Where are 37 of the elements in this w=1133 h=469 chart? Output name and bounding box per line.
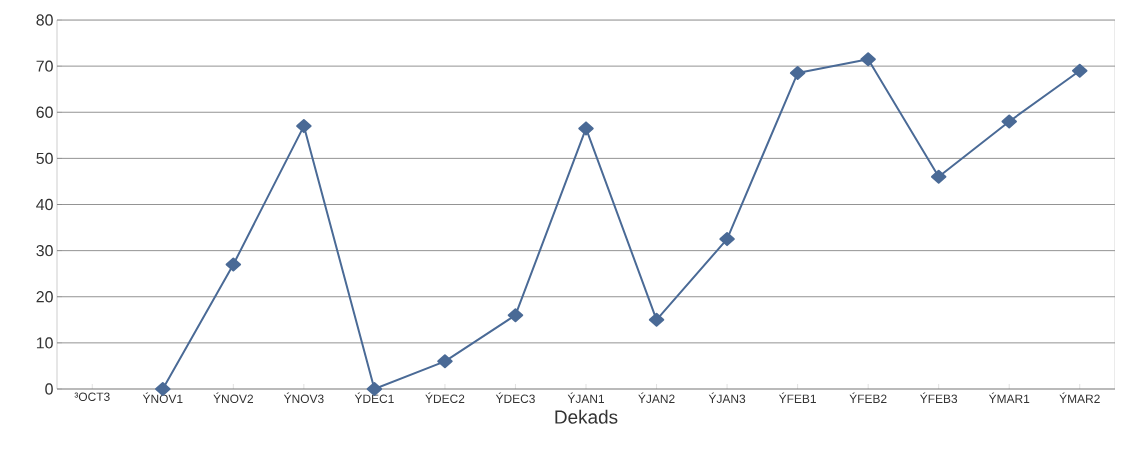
x-tick-label: ÝNOV2: [213, 392, 253, 403]
y-tick-label: 40: [36, 198, 53, 211]
y-tick-label: 10: [36, 337, 53, 349]
point: [437, 354, 453, 369]
x-tick-label: ÝFEB1: [778, 392, 816, 403]
point: [789, 66, 806, 81]
y-tick-label: 50: [36, 152, 53, 165]
point: [930, 169, 947, 184]
point: [1001, 114, 1017, 129]
point: [1072, 63, 1088, 78]
x-tick-label: ÝJAN2: [638, 392, 675, 403]
x-tick-label: ÝJAN3: [708, 392, 746, 403]
y-tick-label: 20: [36, 291, 53, 303]
y-tick-label: 60: [36, 106, 53, 118]
point: [578, 121, 594, 136]
x-tick-label: ÝDEC2: [425, 392, 465, 403]
x-tick-label: ÝDEC1: [354, 392, 394, 403]
x-tick-label: ÝDEC3: [495, 392, 535, 403]
x-tick-label: ÝMAR2: [1059, 392, 1100, 403]
x-tick-label: ÝFEB3: [920, 392, 958, 403]
x-tick-label: ÝMAR1: [988, 392, 1030, 403]
x-tick-label: ÝNOV3: [283, 392, 324, 403]
y-tick-label: 80: [36, 14, 53, 26]
point: [225, 257, 242, 272]
y-tick-label: 30: [36, 244, 53, 257]
x-tick-label: ÝNOV1: [142, 392, 183, 403]
y-tick-label: 70: [36, 60, 53, 72]
point: [507, 308, 524, 323]
x-tick-label: ÝFEB2: [849, 392, 887, 403]
x-tick-label: ³OCT3: [74, 392, 110, 401]
point: [648, 312, 665, 327]
y-tick-label: 0: [45, 383, 53, 395]
x-tick-label: ÝJAN1: [567, 392, 605, 403]
point: [719, 232, 735, 247]
point: [296, 119, 312, 134]
point: [860, 52, 876, 67]
x-axis-title: Dekads: [555, 409, 618, 424]
